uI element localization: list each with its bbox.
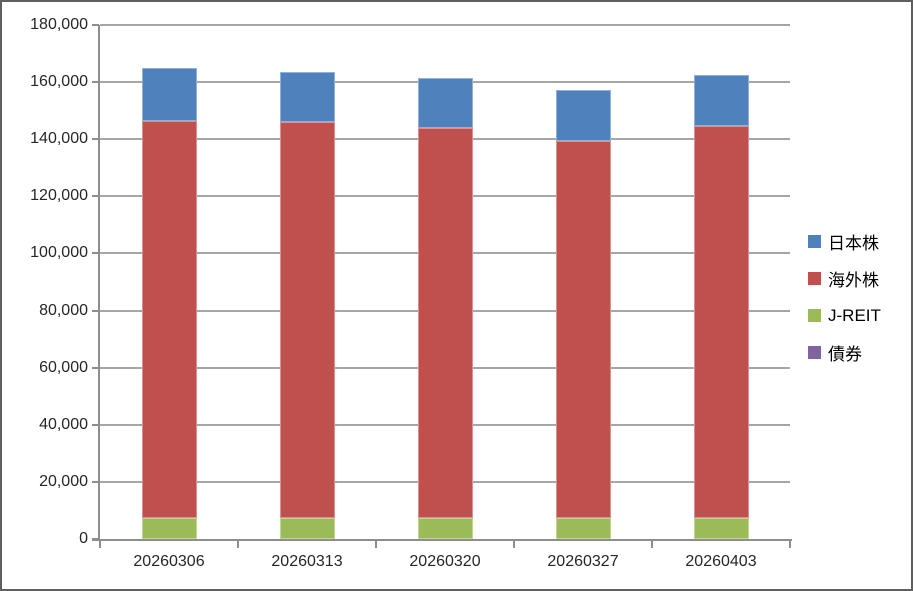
y-axis-label: 60,000	[39, 358, 88, 376]
legend-item-jreit: J-REIT	[808, 297, 881, 334]
bar-segment-J-REIT-20260313	[279, 517, 335, 539]
y-axis-tick	[92, 423, 99, 426]
legend-item-foreign-stock: 海外株	[808, 260, 881, 297]
bar-segment-海外株-20260306	[141, 121, 197, 518]
y-axis-tick	[92, 309, 99, 312]
y-axis-tick	[92, 138, 99, 141]
y-axis-tick	[92, 24, 99, 26]
bar-segment-日本株-20260327	[555, 89, 611, 141]
plot-area	[100, 24, 790, 539]
bar-segment-日本株-20260320	[417, 78, 473, 129]
x-axis-label: 20260327	[547, 553, 619, 570]
x-axis-label: 20260313	[271, 553, 343, 570]
x-axis-tick	[513, 541, 515, 548]
y-axis-label: 100,000	[30, 244, 88, 262]
bar-segment-J-REIT-20260403	[693, 517, 749, 539]
y-axis-label: 0	[79, 530, 88, 547]
legend-label-japan-stock: 日本株	[828, 234, 879, 253]
legend-swatch-bond-icon	[808, 346, 821, 359]
gridline	[100, 24, 790, 26]
y-axis-tick	[92, 252, 99, 255]
legend-swatch-foreign-stock-icon	[808, 272, 821, 285]
legend-label-foreign-stock: 海外株	[828, 271, 879, 290]
y-axis-tick	[92, 81, 99, 84]
bar-segment-日本株-20260403	[693, 75, 749, 126]
legend-label-jreit: J-REIT	[828, 305, 881, 325]
bar-segment-日本株-20260313	[279, 72, 335, 123]
y-axis-tick	[92, 480, 99, 483]
legend-item-bond: 債券	[808, 334, 881, 371]
legend-swatch-japan-stock-icon	[808, 235, 821, 248]
bar-segment-海外株-20260313	[279, 122, 335, 518]
x-axis-tick	[375, 541, 377, 548]
bar-segment-海外株-20260327	[555, 140, 611, 519]
y-axis-tick	[92, 366, 99, 369]
y-axis-line	[98, 25, 100, 541]
x-axis-tick	[789, 541, 791, 548]
bar-segment-日本株-20260306	[141, 68, 197, 122]
x-axis-line	[92, 539, 792, 541]
x-axis-label: 20260306	[133, 553, 205, 570]
y-axis-label: 20,000	[39, 472, 88, 490]
bar-segment-J-REIT-20260327	[555, 518, 611, 539]
bar-segment-海外株-20260320	[417, 128, 473, 518]
y-axis-tick	[92, 195, 99, 198]
y-axis-label: 80,000	[39, 301, 88, 319]
bar-segment-J-REIT-20260306	[141, 517, 197, 539]
x-axis-tick	[651, 541, 653, 548]
legend-swatch-jreit-icon	[808, 309, 821, 322]
bar-segment-海外株-20260403	[693, 125, 749, 518]
x-axis-label: 20260320	[409, 553, 481, 570]
legend: 日本株 海外株 J-REIT 債券	[808, 223, 881, 371]
x-axis-tick	[99, 541, 101, 548]
x-axis-tick	[237, 541, 239, 548]
x-axis-label: 20260403	[685, 553, 757, 570]
bar-segment-J-REIT-20260320	[417, 517, 473, 539]
y-axis-label: 120,000	[30, 187, 88, 205]
legend-item-japan-stock: 日本株	[808, 223, 881, 260]
y-axis-label: 140,000	[30, 130, 88, 148]
y-axis-tick	[92, 538, 99, 540]
y-axis-label: 160,000	[30, 73, 88, 91]
legend-label-bond: 債券	[828, 345, 862, 364]
y-axis-label: 40,000	[39, 415, 88, 433]
y-axis-label: 180,000	[30, 16, 88, 33]
